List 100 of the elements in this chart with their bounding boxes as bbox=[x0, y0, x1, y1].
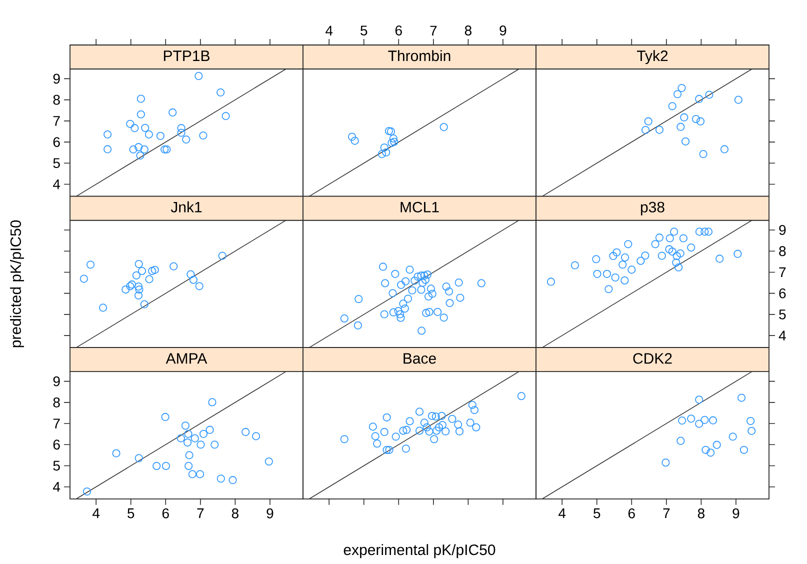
point bbox=[728, 432, 737, 441]
x-tick-label: 4 bbox=[558, 508, 566, 518]
point bbox=[418, 278, 427, 287]
point bbox=[704, 228, 713, 236]
point bbox=[189, 276, 198, 284]
point bbox=[681, 137, 690, 146]
point bbox=[418, 326, 426, 335]
chart-title: Tyk2 bbox=[636, 50, 668, 64]
point bbox=[160, 145, 169, 154]
point bbox=[696, 117, 705, 126]
point bbox=[746, 416, 755, 426]
point bbox=[373, 440, 382, 448]
x-tick-label: 6 bbox=[162, 508, 169, 518]
x-tick-label: 6 bbox=[628, 508, 635, 518]
point bbox=[456, 294, 464, 302]
point bbox=[676, 436, 685, 445]
point bbox=[415, 426, 424, 435]
point bbox=[104, 130, 112, 138]
point bbox=[132, 271, 140, 280]
point bbox=[651, 240, 660, 248]
point bbox=[687, 414, 696, 423]
point bbox=[676, 122, 685, 131]
point bbox=[620, 276, 629, 285]
point bbox=[438, 420, 446, 430]
point bbox=[340, 314, 348, 323]
point bbox=[392, 432, 400, 441]
y-tick-label: 6 bbox=[53, 137, 60, 147]
point bbox=[216, 474, 225, 483]
point bbox=[136, 94, 145, 103]
x-tick-label: 5 bbox=[360, 26, 368, 36]
point bbox=[434, 308, 442, 316]
point bbox=[82, 487, 92, 496]
point bbox=[426, 284, 436, 293]
point bbox=[188, 470, 196, 478]
point bbox=[252, 432, 260, 440]
point bbox=[140, 145, 148, 154]
point bbox=[612, 248, 621, 256]
point bbox=[417, 272, 426, 280]
point bbox=[448, 414, 456, 423]
point bbox=[734, 250, 742, 258]
point bbox=[672, 252, 681, 260]
point bbox=[737, 394, 746, 402]
point bbox=[184, 430, 192, 438]
point bbox=[402, 444, 410, 453]
point bbox=[194, 72, 203, 80]
point bbox=[748, 426, 756, 435]
point bbox=[129, 145, 138, 154]
point bbox=[406, 266, 414, 274]
point bbox=[477, 279, 486, 288]
point bbox=[420, 272, 428, 280]
x-tick-label: 9 bbox=[266, 508, 274, 518]
point bbox=[150, 266, 159, 274]
point bbox=[470, 406, 478, 414]
point bbox=[454, 420, 462, 429]
point bbox=[570, 261, 579, 270]
point bbox=[641, 252, 650, 260]
point bbox=[624, 240, 632, 248]
point bbox=[380, 310, 388, 318]
point bbox=[98, 304, 108, 312]
point bbox=[445, 287, 454, 296]
point bbox=[424, 292, 433, 301]
point bbox=[546, 278, 556, 286]
point bbox=[199, 430, 208, 438]
point bbox=[678, 416, 686, 425]
point bbox=[144, 130, 153, 138]
point bbox=[442, 282, 450, 291]
point bbox=[432, 412, 440, 421]
point bbox=[408, 286, 416, 294]
point bbox=[468, 400, 476, 409]
point bbox=[708, 416, 718, 424]
y-tick-label: 8 bbox=[53, 94, 60, 105]
point bbox=[134, 143, 143, 152]
y-tick-label: 7 bbox=[779, 267, 786, 278]
point bbox=[186, 270, 195, 278]
point bbox=[692, 114, 700, 124]
point bbox=[112, 449, 120, 458]
point bbox=[388, 138, 396, 147]
point bbox=[382, 148, 390, 156]
point bbox=[183, 438, 192, 447]
point bbox=[397, 280, 406, 289]
y-tick-label: 6 bbox=[53, 440, 60, 450]
point bbox=[350, 136, 359, 145]
point bbox=[152, 462, 161, 470]
point bbox=[134, 291, 143, 300]
point bbox=[700, 416, 709, 424]
x-tick-label: 5 bbox=[128, 508, 134, 518]
point bbox=[156, 132, 164, 140]
y-tick-label: 9 bbox=[53, 74, 60, 84]
point bbox=[420, 418, 428, 427]
point bbox=[674, 263, 683, 272]
point bbox=[695, 420, 704, 428]
point bbox=[678, 84, 686, 92]
point bbox=[700, 228, 709, 236]
point bbox=[348, 132, 356, 141]
point bbox=[404, 294, 412, 303]
x-tick-label: 7 bbox=[663, 508, 670, 518]
point bbox=[720, 145, 729, 154]
point bbox=[386, 127, 396, 136]
y-tick-label: 8 bbox=[53, 397, 60, 408]
point bbox=[604, 285, 613, 294]
